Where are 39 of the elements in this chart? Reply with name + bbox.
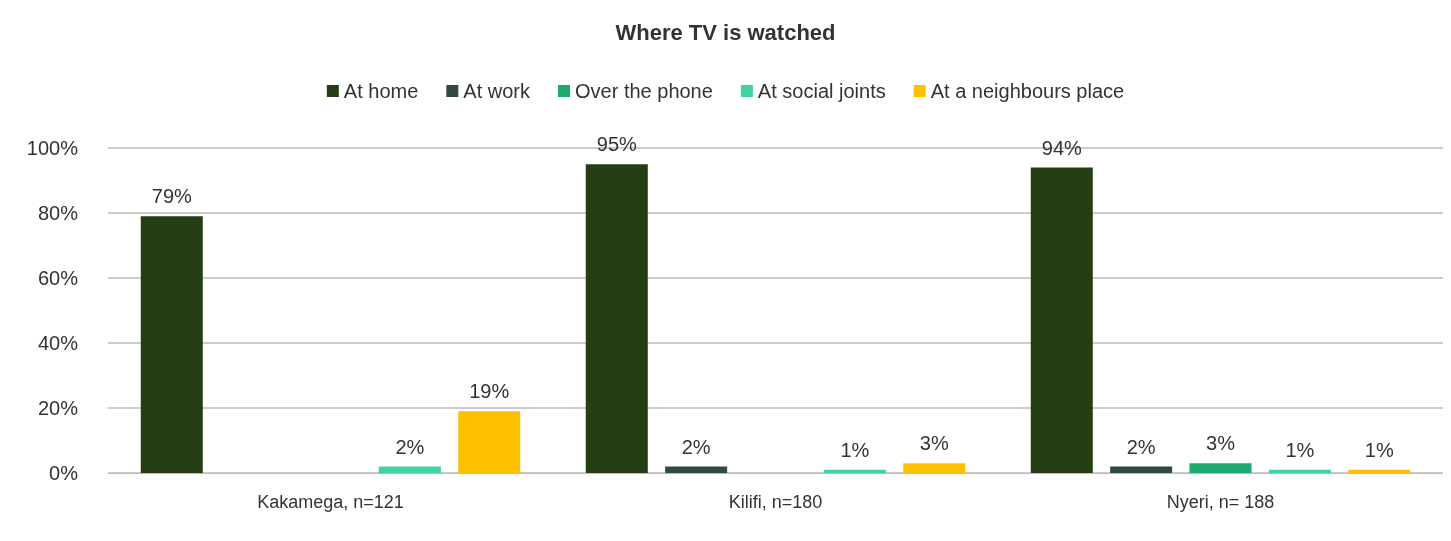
y-tick-label: 100% xyxy=(26,137,79,159)
bar xyxy=(458,411,521,473)
data-label: 1% xyxy=(840,438,870,461)
chart-title: Where TV is watched xyxy=(615,19,836,45)
y-tick-label: 20% xyxy=(37,397,79,419)
data-label: 3% xyxy=(919,432,949,455)
bar xyxy=(378,466,441,473)
data-label: 1% xyxy=(1285,438,1315,461)
legend-label: Over the phone xyxy=(575,80,713,102)
legend-label: At social joints xyxy=(757,80,886,102)
data-label: 3% xyxy=(1206,432,1236,455)
data-label: 2% xyxy=(1126,435,1156,458)
x-tick-label: Kakamega, n=121 xyxy=(257,492,404,512)
y-tick-label: 60% xyxy=(37,267,79,289)
bar xyxy=(903,463,966,473)
data-label: 2% xyxy=(681,435,711,458)
data-label: 94% xyxy=(1041,136,1083,159)
x-tick-label: Kilifi, n=180 xyxy=(728,492,823,512)
legend-label: At a neighbours place xyxy=(930,80,1125,102)
y-tick-label: 40% xyxy=(37,332,79,354)
bar xyxy=(1030,167,1093,473)
bar xyxy=(585,164,648,473)
data-label: 19% xyxy=(469,380,510,403)
legend-label: At home xyxy=(343,80,419,102)
y-tick-label: 0% xyxy=(49,462,79,484)
bar xyxy=(1348,469,1411,473)
x-tick-label: Nyeri, n= 188 xyxy=(1166,492,1275,512)
bar xyxy=(823,469,886,473)
data-label: 1% xyxy=(1364,438,1394,461)
bar xyxy=(1268,469,1331,473)
data-label: 95% xyxy=(596,133,638,156)
data-label: 79% xyxy=(151,185,193,208)
y-tick-label: 80% xyxy=(37,202,79,224)
bar xyxy=(665,466,728,473)
bar xyxy=(140,216,203,473)
legend-label: At work xyxy=(463,80,531,102)
bar xyxy=(1189,463,1252,473)
data-label: 2% xyxy=(395,435,425,458)
bar xyxy=(1110,466,1173,473)
